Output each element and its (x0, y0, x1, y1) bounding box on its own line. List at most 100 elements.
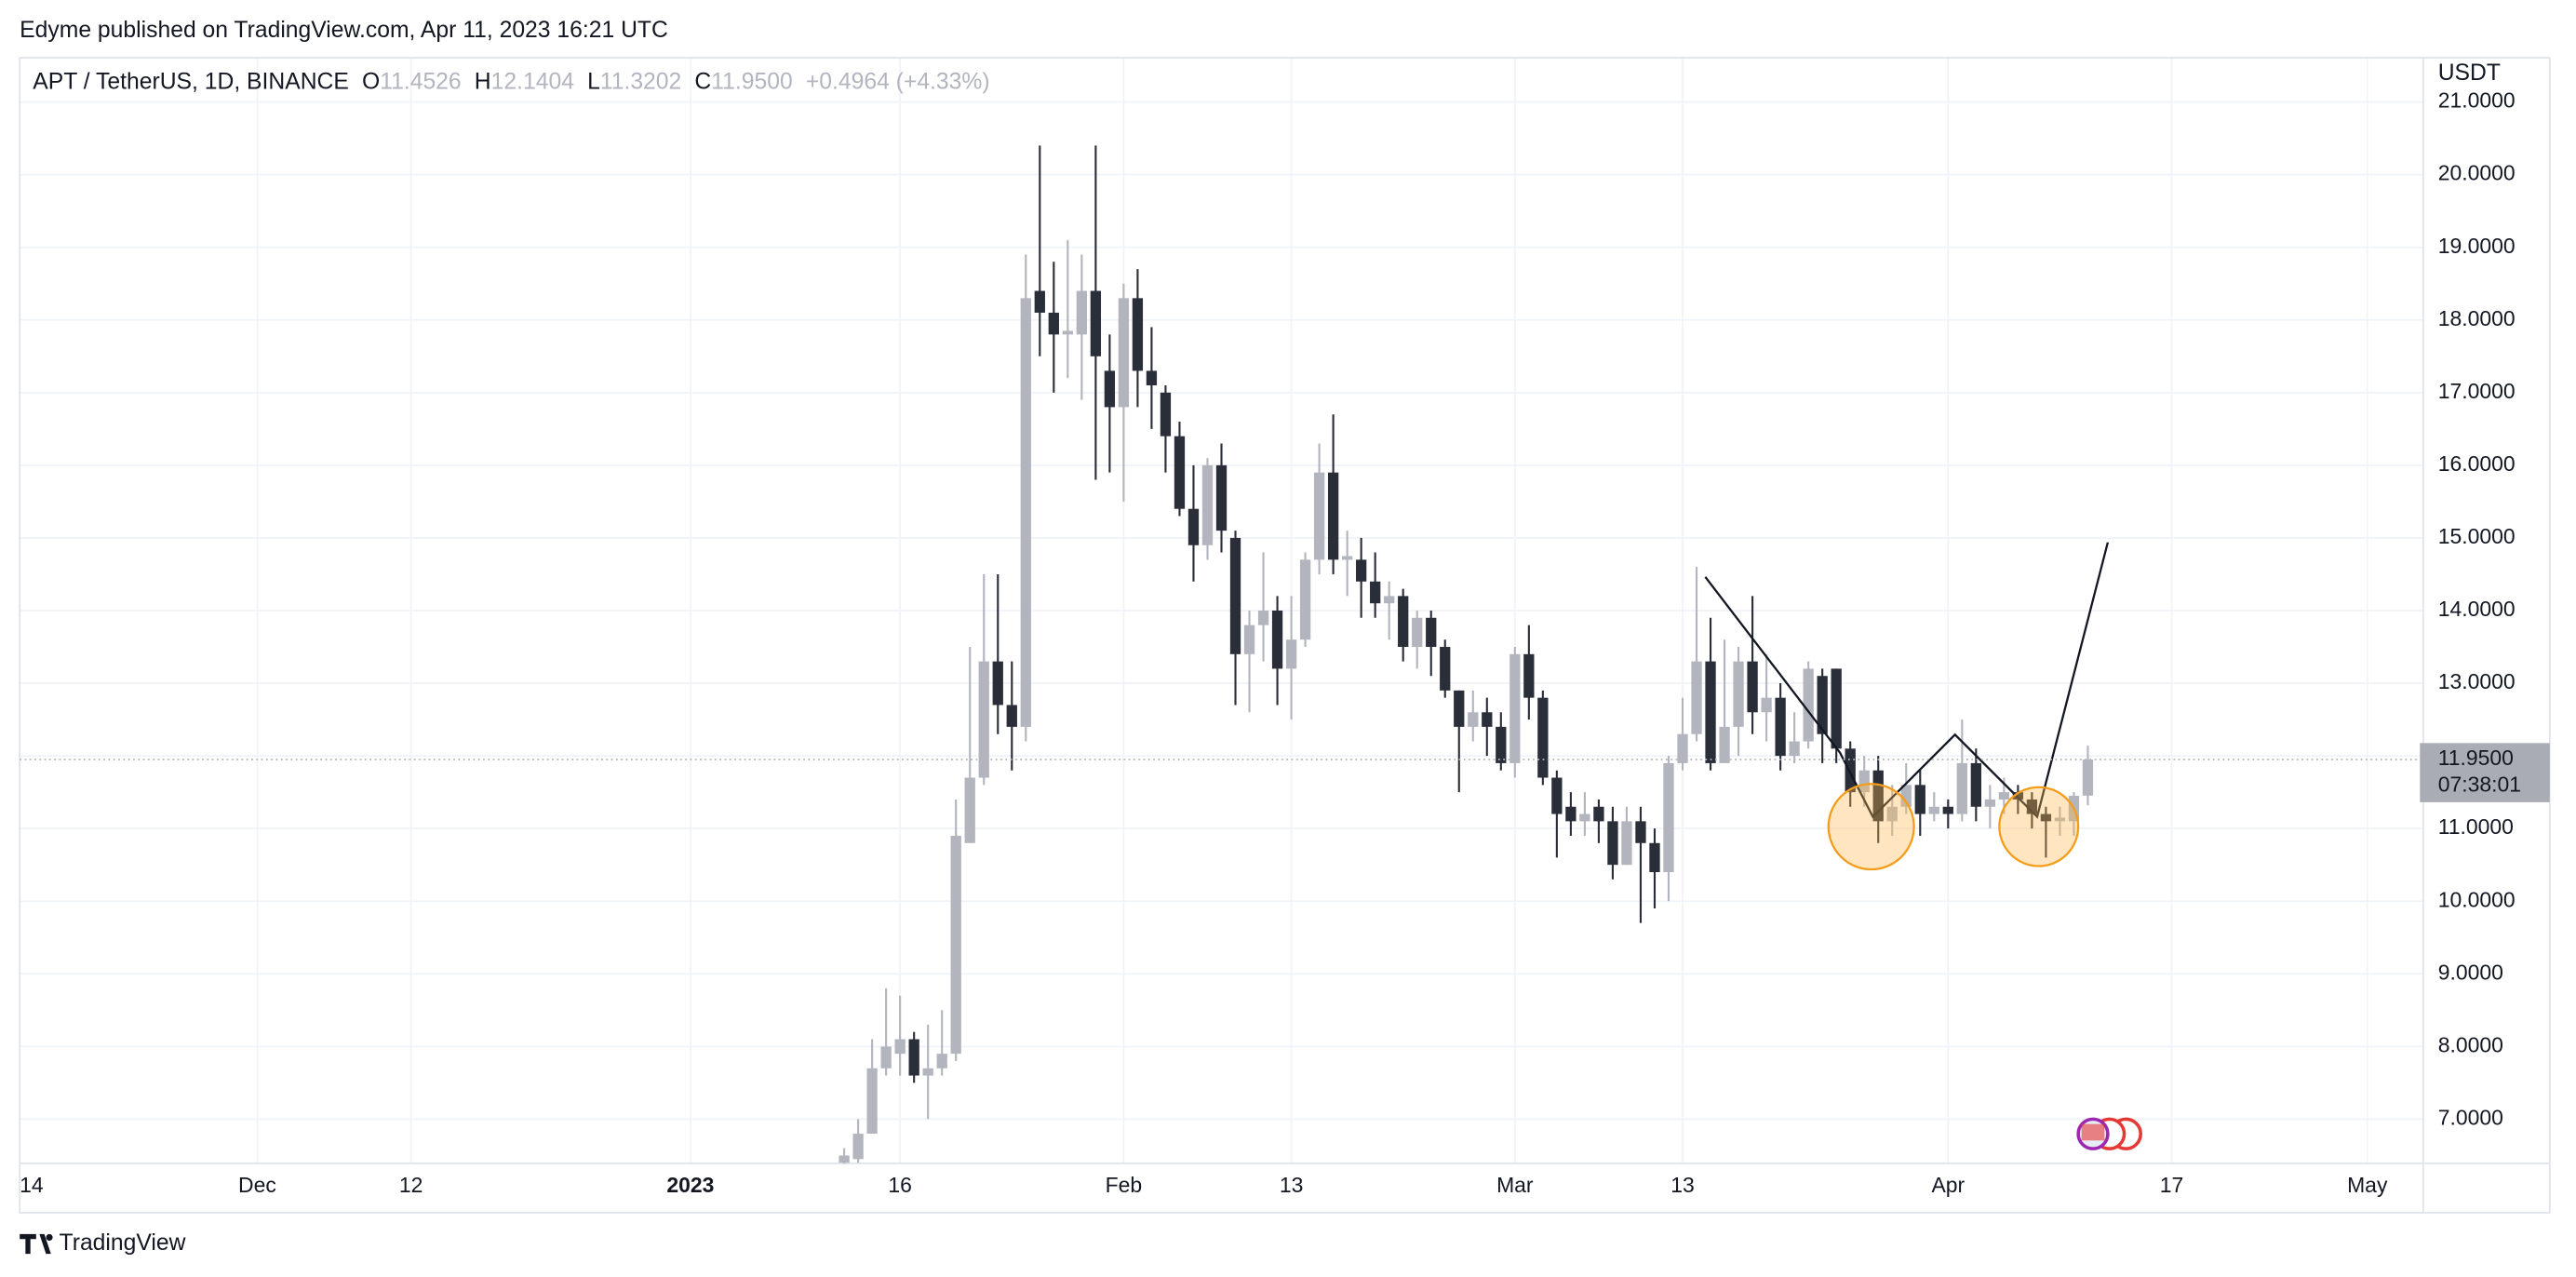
y-tick-label: 18.0000 (2438, 306, 2516, 330)
candle-body (1398, 596, 1409, 648)
change-value: +0.4964 (+4.33%) (806, 69, 990, 94)
candle-body (1496, 726, 1507, 763)
candle-body (1551, 777, 1563, 814)
y-tick-label: 21.0000 (2438, 88, 2516, 113)
candle-body (1243, 625, 1255, 654)
candle-body (1271, 610, 1283, 669)
y-tick-label: 11.0000 (2438, 814, 2514, 839)
o-label: O (362, 69, 380, 94)
x-tick-label: 13 (1280, 1173, 1304, 1197)
candle-body (1831, 668, 1842, 749)
candle-body (1090, 290, 1102, 356)
axes: 7.00008.00009.000010.000011.000012.00001… (20, 88, 2550, 1197)
h-value: 12.1404 (491, 69, 575, 94)
candle-body (1132, 298, 1144, 371)
candle-body (1649, 842, 1660, 873)
l-label: L (587, 69, 600, 94)
candle-body (1509, 653, 1521, 763)
x-tick-label: Apr (1931, 1173, 1965, 1197)
candle-body (1327, 472, 1339, 560)
candle-body (1537, 697, 1549, 778)
candle-body (1341, 556, 1353, 560)
h-label: H (475, 69, 491, 94)
x-tick-label: Feb (1106, 1173, 1143, 1197)
countdown-label: 07:38:01 (2438, 772, 2521, 796)
price-unit: USDT (2438, 60, 2501, 86)
candle-body (1370, 581, 1381, 604)
candle-body (1174, 436, 1186, 509)
candle-body (1956, 762, 1967, 814)
candle-body (1970, 762, 1981, 807)
candle-body (1914, 785, 1925, 814)
candle-body (1313, 472, 1325, 560)
candle-body (1886, 806, 1898, 822)
candle-body (866, 1068, 878, 1135)
candle-body (1118, 298, 1130, 408)
candle-body (2082, 759, 2094, 796)
candle-body (1565, 806, 1576, 822)
candle-body (1229, 537, 1241, 654)
candle-body (1872, 770, 1884, 822)
candle-body (2040, 813, 2052, 822)
y-tick-label: 16.0000 (2438, 451, 2516, 476)
candle-body (1034, 290, 1045, 313)
candle-body (1733, 661, 1744, 727)
y-tick-label: 10.0000 (2438, 887, 2516, 911)
candle-body (1285, 639, 1297, 669)
candle-body (1984, 799, 1995, 807)
drawings (1704, 542, 2109, 871)
candle-body (1579, 813, 1590, 822)
x-tick-label: Dec (238, 1173, 276, 1197)
brand-name: TradingView (60, 1230, 186, 1256)
x-tick-label: 13 (1670, 1173, 1695, 1197)
candle-body (936, 1054, 947, 1069)
candle-body (1356, 559, 1367, 582)
candle-body (922, 1068, 933, 1076)
event-flags[interactable] (2076, 1117, 2142, 1150)
candle-body (992, 661, 1003, 706)
chart-title: APT / TetherUS, 1D, BINANCE O11.4526 H12.1… (33, 69, 989, 94)
candle-body (1593, 806, 1604, 822)
x-tick-label: May (2347, 1173, 2388, 1197)
candle-body (1719, 726, 1730, 763)
candle-body (1928, 806, 1939, 814)
highlight-circle (1998, 786, 2080, 867)
candle-body (894, 1039, 906, 1055)
candle-body (1621, 821, 1632, 866)
publisher-line: Edyme published on TradingView.com, Apr … (20, 18, 668, 43)
candle-body (1900, 785, 1912, 807)
candle-body (1775, 697, 1786, 757)
candle-body (1257, 610, 1269, 625)
y-tick-label: 20.0000 (2438, 161, 2516, 185)
candle-body (1607, 821, 1618, 866)
candle-body (1998, 792, 2010, 800)
x-tick-label: 14 (20, 1173, 44, 1197)
candle-body (1426, 617, 1437, 648)
candle-body (880, 1046, 892, 1069)
candle-body (1761, 697, 1772, 713)
candle-body (1803, 668, 1814, 742)
candle-body (1215, 464, 1228, 531)
candle-body (1468, 712, 1479, 727)
candle-body (1482, 712, 1493, 727)
candle-body (1062, 330, 1073, 335)
y-tick-label: 13.0000 (2438, 669, 2516, 693)
candle-body (1048, 312, 1059, 335)
x-tick-label: 2023 (666, 1173, 714, 1197)
y-tick-label: 17.0000 (2438, 379, 2516, 403)
flag-icon (2081, 1123, 2105, 1141)
y-tick-label: 8.0000 (2438, 1032, 2503, 1056)
candle-body (1187, 508, 1200, 545)
candle-body (1454, 690, 1465, 727)
candle-body (1635, 821, 1646, 843)
x-tick-label: 12 (399, 1173, 423, 1197)
y-tick-label: 9.0000 (2438, 960, 2503, 984)
candle-body (1677, 733, 1688, 763)
l-value: 11.3202 (600, 69, 681, 94)
brand-logo (20, 1233, 53, 1255)
candle-body (1691, 661, 1702, 734)
brand: TradingView (20, 1230, 186, 1256)
x-tick-label: 17 (2160, 1173, 2184, 1197)
